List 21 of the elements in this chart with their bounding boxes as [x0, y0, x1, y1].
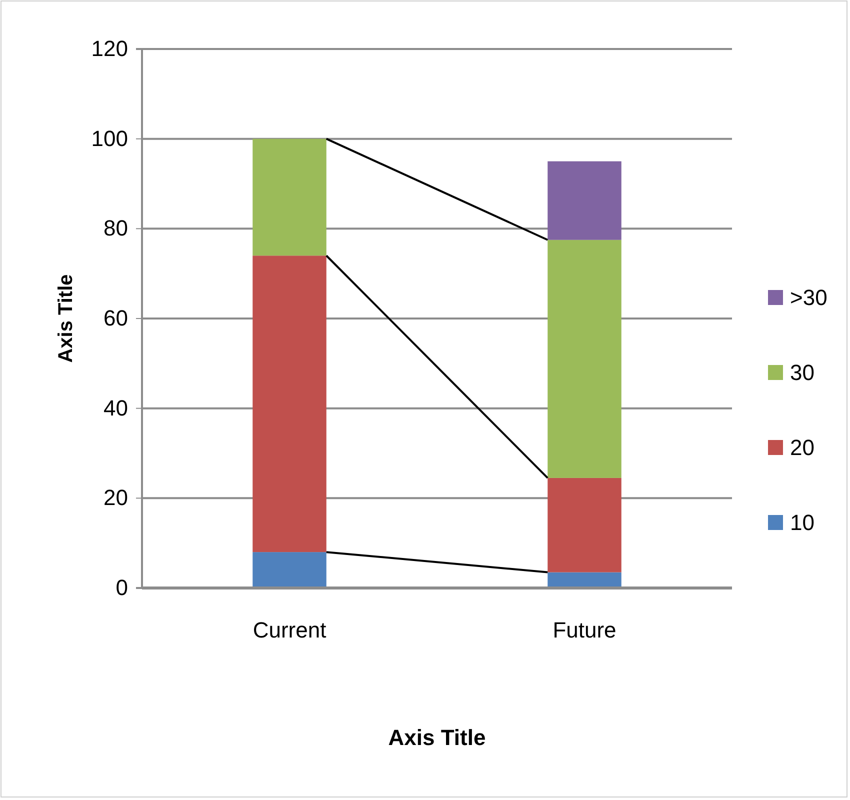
x-tick-label: Future	[552, 618, 616, 643]
legend-label: 20	[790, 435, 814, 460]
legend-label: 10	[790, 510, 814, 535]
y-tick-label: 100	[91, 126, 128, 151]
y-tick-label: 40	[104, 395, 128, 420]
y-tick-label: 120	[91, 36, 128, 62]
bar	[548, 161, 622, 240]
x-axis-title: Axis Title	[388, 725, 486, 750]
y-tick-label: 60	[104, 306, 128, 331]
bar	[548, 478, 622, 572]
bar	[252, 138, 326, 256]
legend-label: >30	[790, 285, 828, 310]
y-tick-label: 20	[104, 485, 128, 510]
legend-label: 30	[790, 360, 814, 385]
y-tick-label: 0	[116, 575, 128, 600]
bar	[252, 256, 326, 552]
y-axis-title: Axis Title	[55, 274, 77, 363]
x-tick-label: Current	[252, 618, 326, 643]
bar	[252, 552, 326, 588]
bar	[548, 240, 622, 478]
y-tick-label: 80	[104, 216, 128, 241]
